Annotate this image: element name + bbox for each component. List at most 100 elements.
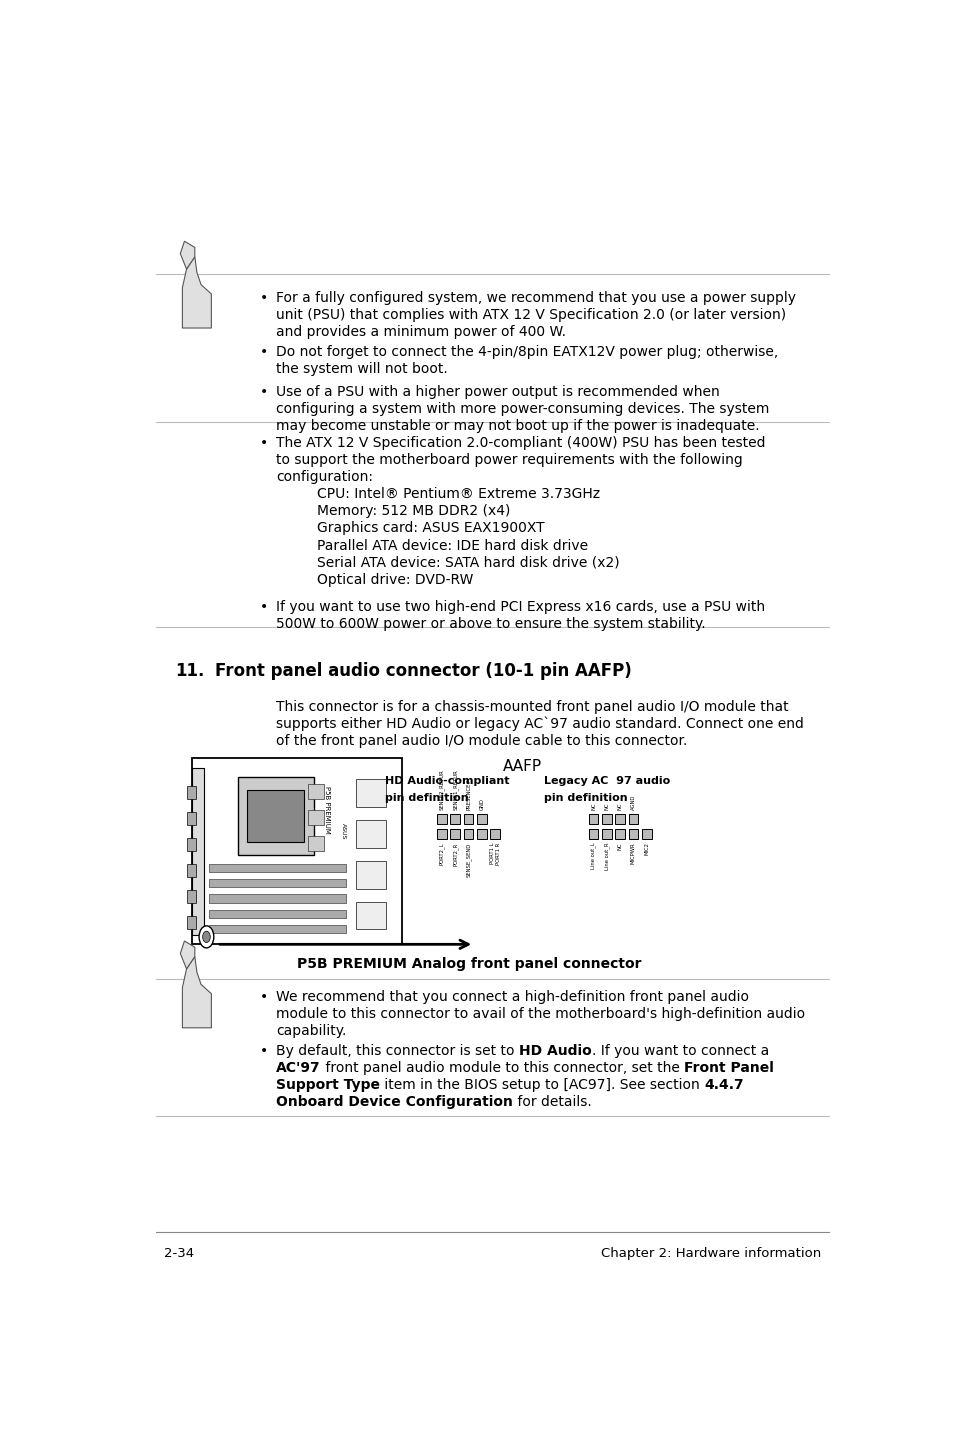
Circle shape: [202, 932, 210, 942]
Bar: [187, 890, 195, 903]
Bar: [601, 830, 611, 840]
Bar: [209, 925, 345, 933]
Text: to support the motherboard power requirements with the following: to support the motherboard power require…: [275, 453, 742, 467]
Text: item in the BIOS setup to [AC97]. See section: item in the BIOS setup to [AC97]. See se…: [379, 1078, 703, 1093]
Text: AAFP: AAFP: [502, 759, 541, 775]
Text: Chapter 2: Hardware information: Chapter 2: Hardware information: [600, 1247, 821, 1260]
Bar: [436, 814, 446, 824]
Bar: [209, 894, 345, 903]
Text: SENSE1_RETUR: SENSE1_RETUR: [452, 769, 457, 811]
Polygon shape: [182, 257, 212, 328]
Text: AGND: AGND: [630, 795, 636, 811]
Bar: [588, 814, 598, 824]
Text: Front Panel: Front Panel: [683, 1061, 773, 1076]
Circle shape: [199, 926, 213, 948]
Text: NC: NC: [617, 802, 622, 811]
Text: By default, this connector is set to: By default, this connector is set to: [275, 1044, 518, 1058]
Text: may become unstable or may not boot up if the power is inadequate.: may become unstable or may not boot up i…: [275, 420, 759, 433]
Bar: [463, 814, 473, 824]
Text: 500W to 600W power or above to ensure the system stability.: 500W to 600W power or above to ensure th…: [275, 617, 705, 631]
Text: •: •: [260, 989, 268, 1004]
Text: module to this connector to avail of the motherboard's high-definition audio: module to this connector to avail of the…: [275, 1007, 804, 1021]
Bar: [238, 777, 314, 856]
Text: for details.: for details.: [513, 1096, 591, 1110]
Bar: [355, 902, 385, 929]
Text: •: •: [260, 600, 268, 614]
Text: 4.4.7: 4.4.7: [703, 1078, 743, 1093]
Text: The ATX 12 V Specification 2.0-compliant (400W) PSU has been tested: The ATX 12 V Specification 2.0-compliant…: [275, 436, 764, 450]
Bar: [355, 860, 385, 889]
Bar: [187, 864, 195, 877]
Bar: [588, 830, 598, 840]
Text: P5B PREMIUM Analog front panel connector: P5B PREMIUM Analog front panel connector: [296, 956, 640, 971]
Bar: [187, 916, 195, 929]
Bar: [436, 830, 446, 840]
Bar: [209, 879, 345, 887]
Bar: [490, 830, 499, 840]
Text: Serial ATA device: SATA hard disk drive (x2): Serial ATA device: SATA hard disk drive …: [317, 555, 619, 569]
Text: MICPWR: MICPWR: [630, 843, 636, 864]
Bar: [463, 830, 473, 840]
Text: NC: NC: [591, 802, 596, 811]
Text: Use of a PSU with a higher power output is recommended when: Use of a PSU with a higher power output …: [275, 385, 719, 400]
Bar: [247, 789, 304, 843]
Text: GND: GND: [479, 798, 484, 811]
Bar: [355, 820, 385, 847]
Bar: [641, 830, 651, 840]
Text: Memory: 512 MB DDR2 (x4): Memory: 512 MB DDR2 (x4): [317, 505, 510, 518]
Bar: [615, 830, 624, 840]
Text: the system will not boot.: the system will not boot.: [275, 362, 447, 377]
Text: •: •: [260, 290, 268, 305]
Text: front panel audio module to this connector, set the: front panel audio module to this connect…: [320, 1061, 683, 1076]
Bar: [307, 837, 324, 851]
Text: •: •: [260, 436, 268, 450]
Text: For a fully configured system, we recommend that you use a power supply: For a fully configured system, we recomm…: [275, 290, 795, 305]
Text: P5B PREMIUM: P5B PREMIUM: [323, 787, 329, 834]
Text: •: •: [260, 385, 268, 400]
Text: Parallel ATA device: IDE hard disk drive: Parallel ATA device: IDE hard disk drive: [317, 538, 588, 552]
Bar: [476, 814, 486, 824]
Text: ASUS: ASUS: [340, 824, 346, 840]
Bar: [187, 812, 195, 825]
Text: SENSE_SEND: SENSE_SEND: [465, 843, 471, 877]
Bar: [450, 830, 459, 840]
Bar: [187, 838, 195, 851]
Text: PRESENCE#: PRESENCE#: [466, 778, 471, 811]
Bar: [307, 784, 324, 800]
Bar: [355, 779, 385, 807]
Text: Optical drive: DVD-RW: Optical drive: DVD-RW: [317, 572, 474, 587]
Text: Do not forget to connect the 4-pin/8pin EATX12V power plug; otherwise,: Do not forget to connect the 4-pin/8pin …: [275, 345, 778, 360]
Bar: [450, 814, 459, 824]
Bar: [601, 814, 611, 824]
Text: unit (PSU) that complies with ATX 12 V Specification 2.0 (or later version): unit (PSU) that complies with ATX 12 V S…: [275, 308, 785, 322]
Bar: [209, 909, 345, 917]
Text: NC: NC: [603, 802, 609, 811]
Bar: [192, 768, 204, 935]
Text: Onboard Device Configuration: Onboard Device Configuration: [275, 1096, 513, 1110]
Text: CPU: Intel® Pentium® Extreme 3.73GHz: CPU: Intel® Pentium® Extreme 3.73GHz: [317, 487, 599, 500]
Text: Legacy AC  97 audio: Legacy AC 97 audio: [544, 777, 670, 787]
Bar: [615, 814, 624, 824]
Bar: [307, 811, 324, 825]
Text: configuring a system with more power-consuming devices. The system: configuring a system with more power-con…: [275, 403, 768, 417]
Text: pin definition: pin definition: [385, 794, 469, 804]
Text: . If you want to connect a: . If you want to connect a: [591, 1044, 768, 1058]
Bar: [209, 864, 345, 871]
Text: 11.: 11.: [174, 661, 204, 680]
Bar: [628, 830, 638, 840]
Text: NC: NC: [617, 843, 622, 850]
Text: AC'97: AC'97: [275, 1061, 320, 1076]
Text: We recommend that you connect a high-definition front panel audio: We recommend that you connect a high-def…: [275, 989, 748, 1004]
Text: This connector is for a chassis-mounted front panel audio I/O module that: This connector is for a chassis-mounted …: [275, 700, 788, 713]
Text: HD Audio-compliant: HD Audio-compliant: [385, 777, 510, 787]
Text: Front panel audio connector (10-1 pin AAFP): Front panel audio connector (10-1 pin AA…: [215, 661, 632, 680]
Bar: [628, 814, 638, 824]
Text: PORT1 L
PORT1 R: PORT1 L PORT1 R: [489, 843, 500, 864]
Text: •: •: [260, 1044, 268, 1058]
Text: Graphics card: ASUS EAX1900XT: Graphics card: ASUS EAX1900XT: [317, 522, 544, 535]
Polygon shape: [182, 956, 212, 1028]
Text: Support Type: Support Type: [275, 1078, 379, 1093]
Bar: [192, 758, 402, 945]
Text: MIC2: MIC2: [643, 843, 649, 856]
Text: •: •: [260, 345, 268, 360]
